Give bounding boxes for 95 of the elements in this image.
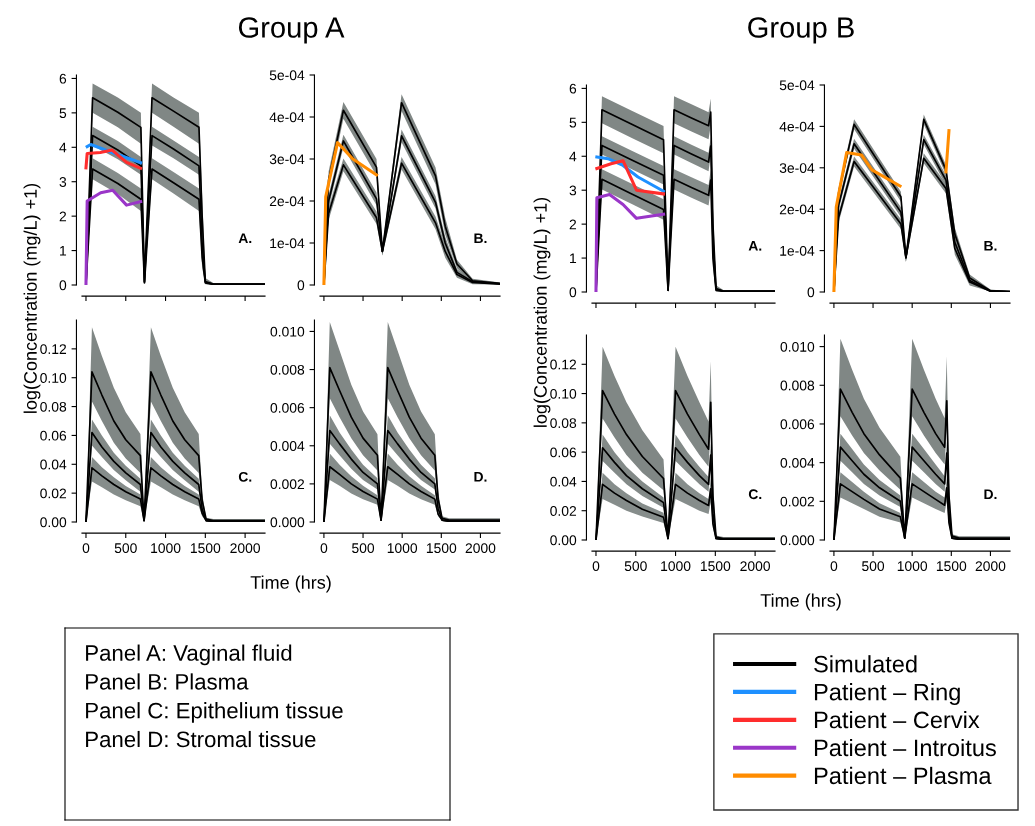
x-tick-label: 2000 — [230, 543, 261, 554]
y-tick-label: 0.00 — [40, 517, 67, 528]
x-axis-title: Time (hrs) — [760, 593, 841, 611]
legend-label: Patient – Ring — [814, 683, 960, 706]
x-tick-label: 500 — [352, 543, 375, 554]
y-tick-label: 2e-04 — [269, 196, 305, 207]
annotation: D. — [984, 489, 997, 499]
x-tick-label: 1500 — [426, 543, 457, 554]
legend-label: Patient – Cervix — [814, 710, 980, 729]
legend-label: Patient – Introitus — [814, 738, 996, 757]
y-tick-label: 0.010 — [270, 326, 305, 337]
x-tick-label: 500 — [624, 561, 647, 572]
x-tick-label: 1500 — [700, 561, 731, 572]
y-tick-label: 0.04 — [550, 476, 577, 487]
x-tick-label: 1500 — [936, 561, 967, 572]
y-tick-label: 0.06 — [550, 447, 577, 458]
y-axis-title: log(Concentration (mg/L) +1) — [533, 197, 551, 427]
annotation: A. — [238, 233, 252, 243]
y-tick-label: 1e-04 — [780, 245, 815, 256]
y-tick-label: 4 — [569, 151, 577, 162]
y-tick-label: 3 — [569, 185, 577, 196]
y-tick-label: 0.004 — [270, 441, 305, 451]
y-tick-label: 0.004 — [780, 457, 815, 468]
x-tick-label: 2000 — [740, 561, 771, 572]
y-tick-label: 5 — [59, 108, 67, 119]
y-tick-label: 3 — [59, 177, 67, 187]
y-tick-label: 0 — [297, 280, 305, 291]
legend-label: Simulated — [814, 655, 917, 673]
x-tick-label: 500 — [862, 561, 885, 572]
x-tick-label: 0 — [592, 561, 600, 572]
y-tick-label: 0 — [807, 287, 815, 298]
annotation: B. — [474, 233, 487, 243]
legend-label: Patient – Plasma — [814, 766, 992, 785]
y-tick-label: 4e-04 — [779, 121, 815, 132]
y-tick-label: 2e-04 — [779, 204, 815, 215]
text: Panel A: Vaginal fluid — [86, 644, 292, 666]
y-tick-label: 0.08 — [40, 401, 67, 412]
y-tick-label: 6 — [569, 83, 577, 94]
annotation: A. — [748, 241, 762, 251]
y-tick-label: 0.02 — [550, 506, 577, 516]
y-tick-label: 0.00 — [550, 535, 577, 546]
x-tick-label: 2000 — [975, 561, 1006, 572]
x-tick-label: 1000 — [387, 543, 418, 554]
y-tick-label: 4 — [59, 142, 67, 153]
y-tick-label: 0.06 — [40, 430, 67, 441]
y-tick-label: 6 — [59, 73, 67, 84]
y-tick-label: 0.12 — [550, 359, 577, 370]
y-tick-label: 1 — [570, 253, 577, 264]
x-tick-label: 2000 — [465, 543, 496, 554]
annotation: C. — [238, 471, 252, 482]
x-tick-label: 0 — [320, 543, 328, 554]
x-axis-title: Time (hrs) — [250, 575, 331, 593]
y-tick-label: 0.006 — [270, 402, 305, 413]
y-tick-label: 0.000 — [270, 517, 305, 528]
y-tick-label: 4e-04 — [269, 112, 305, 123]
y-tick-label: 0 — [59, 280, 67, 291]
annotation: D. — [474, 472, 487, 482]
y-tick-label: 0.008 — [270, 364, 305, 375]
y-tick-label: 0.006 — [780, 419, 815, 430]
x-tick-label: 1000 — [151, 543, 181, 554]
text: Panel C: Epithelium tissue — [86, 702, 343, 723]
y-tick-label: 0.04 — [40, 459, 67, 470]
chart-title: Group B — [748, 17, 854, 44]
y-tick-label: 0 — [569, 287, 577, 298]
y-tick-label: 0.010 — [780, 341, 815, 352]
x-tick-label: 0 — [830, 561, 838, 572]
y-tick-label: 2 — [569, 219, 577, 230]
y-tick-label: 0.08 — [550, 418, 577, 429]
annotation: B. — [984, 241, 997, 251]
y-tick-label: 5e-04 — [779, 80, 815, 91]
text: Panel B: Plasma — [86, 673, 249, 690]
y-tick-label: 5 — [569, 117, 577, 128]
text: Panel D: Stromal tissue — [86, 730, 316, 748]
y-tick-label: 3e-04 — [779, 163, 815, 173]
y-tick-label: 0.000 — [780, 535, 815, 546]
y-tick-label: 2 — [59, 211, 67, 222]
y-tick-label: 0.002 — [270, 479, 305, 490]
y-tick-label: 0.12 — [40, 344, 67, 355]
y-axis-title: log(Concentration (mg/L) +1) — [23, 183, 41, 413]
x-tick-label: 1500 — [190, 543, 221, 554]
x-tick-label: 1000 — [661, 561, 691, 572]
x-tick-label: 500 — [114, 543, 137, 554]
y-tick-label: 1e-04 — [270, 238, 305, 249]
annotation: C. — [748, 489, 762, 500]
y-tick-label: 1 — [60, 246, 67, 256]
y-tick-label: 5e-04 — [269, 70, 305, 81]
y-tick-label: 3e-04 — [269, 154, 305, 165]
y-tick-label: 0.02 — [40, 488, 67, 499]
y-tick-label: 0.002 — [780, 496, 815, 507]
y-tick-label: 0.008 — [780, 380, 815, 391]
chart-title: Group A — [238, 17, 345, 44]
y-tick-label: 0.10 — [40, 373, 67, 383]
x-tick-label: 1000 — [897, 561, 928, 572]
y-tick-label: 0.10 — [550, 388, 577, 399]
x-tick-label: 0 — [82, 543, 90, 554]
